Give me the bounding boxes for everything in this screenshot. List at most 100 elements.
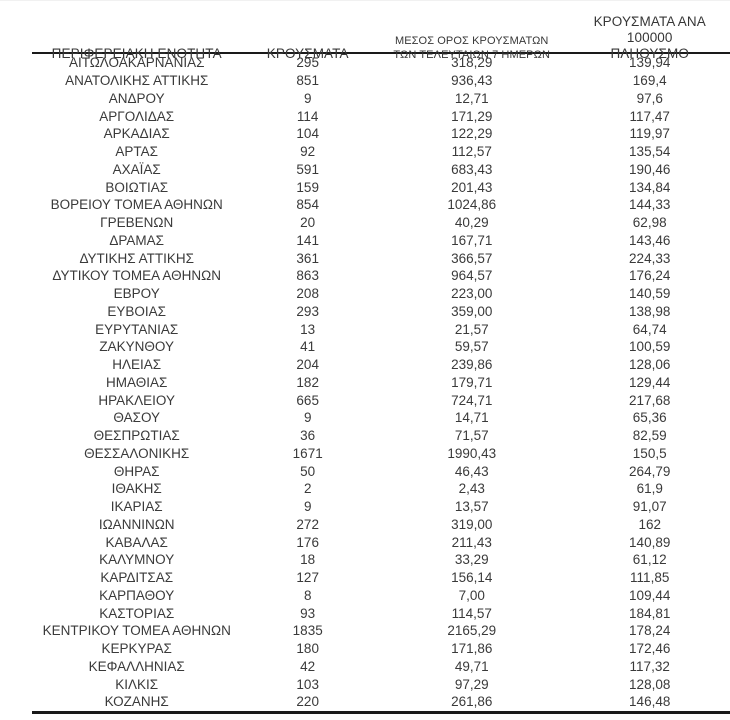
cases-cell: 8 [303, 587, 312, 603]
cases-cell: 42 [300, 658, 316, 674]
per-100k-cell: 119,97 [629, 126, 670, 142]
table-row: ΒΟΙΩΤΙΑΣ 159 201,43 134,84 [32, 178, 730, 196]
cases-cell: 36 [300, 428, 316, 444]
region-name-cell: ΚΙΛΚΙΣ [115, 676, 159, 692]
region-name-cell: ΚΑΡΔΙΤΣΑΣ [100, 570, 174, 586]
header-cases-label: ΚΡΟΥΣΜΑΤΑ [266, 46, 349, 61]
table-row: ΖΑΚΥΝΘΟΥ 41 59,57 100,59 [32, 338, 730, 356]
table-body: ΑΙΤΩΛΟΑΚΑΡΝΑΝΙΑΣ 295 318,29 139,94 ΑΝΑΤΟ… [32, 54, 730, 714]
table-row: ΕΥΒΟΙΑΣ 293 359,00 138,98 [32, 303, 730, 321]
avg-7day-cell: 122,29 [451, 126, 493, 142]
per-100k-cell: 139,94 [629, 55, 671, 71]
header-region: ΠΕΡΙΦΕΡΕΙΑΚΗ ΕΝΟΤΗΤΑ [32, 46, 241, 64]
per-100k-cell: 184,81 [629, 605, 671, 621]
avg-7day-cell: 179,71 [451, 374, 493, 390]
avg-7day-cell: 33,29 [454, 552, 489, 568]
table-row: ΑΡΤΑΣ 92 112,57 135,54 [32, 143, 730, 161]
table-row: ΚΑΡΔΙΤΣΑΣ 127 156,14 111,85 [32, 569, 730, 587]
region-name-cell: ΑΝΔΡΟΥ [108, 90, 165, 106]
table-row: ΒΟΡΕΙΟΥ ΤΟΜΕΑ ΑΘΗΝΩΝ 854 1024,86 144,33 [32, 196, 730, 214]
table-row: ΚΕΝΤΡΙΚΟΥ ΤΟΜΕΑ ΑΘΗΝΩΝ 1835 2165,29 178,… [32, 622, 730, 640]
per-100k-cell: 144,33 [629, 197, 671, 213]
cases-cell: 863 [296, 268, 319, 284]
cases-cell: 272 [296, 516, 319, 532]
avg-7day-cell: 359,00 [451, 303, 493, 319]
cases-cell: 50 [300, 463, 316, 479]
region-name-cell: ΑΡΚΑΔΙΑΣ [103, 126, 170, 142]
cases-cell: 854 [296, 197, 319, 213]
cases-cell: 103 [296, 676, 319, 692]
region-name-cell: ΚΕΝΤΡΙΚΟΥ ΤΟΜΕΑ ΑΘΗΝΩΝ [42, 623, 231, 639]
header-region-label: ΠΕΡΙΦΕΡΕΙΑΚΗ ΕΝΟΤΗΤΑ [51, 46, 222, 61]
region-name-cell: ΕΒΡΟΥ [113, 286, 160, 302]
cases-cell: 208 [296, 286, 319, 302]
per-100k-cell: 172,46 [629, 641, 671, 657]
table-row: ΑΧΑΪΑΣ 591 683,43 190,46 [32, 161, 730, 179]
region-name-cell: ΙΘΑΚΗΣ [111, 481, 162, 497]
per-100k-cell: 138,98 [629, 303, 671, 319]
cases-cell: 295 [296, 55, 319, 71]
cases-cell: 591 [296, 161, 319, 177]
table-row: ΙΘΑΚΗΣ 2 2,43 61,9 [32, 480, 730, 498]
avg-7day-cell: 13,57 [454, 499, 489, 515]
per-100k-cell: 140,89 [629, 534, 671, 550]
cases-cell: 361 [296, 250, 319, 266]
header-avg-7day: ΜΕΣΟΣ ΟΡΟΣ ΚΡΟΥΣΜΑΤΩΝ ΤΩΝ ΤΕΛΕΥΤΑΙΩΝ 7 Η… [374, 35, 569, 64]
per-100k-cell: 224,33 [629, 250, 671, 266]
table-row: ΘΗΡΑΣ 50 46,43 264,79 [32, 462, 730, 480]
avg-7day-cell: 112,57 [451, 144, 492, 160]
cases-cell: 20 [300, 215, 316, 231]
region-name-cell: ΓΡΕΒΕΝΩΝ [100, 215, 174, 231]
region-name-cell: ΕΥΡΥΤΑΝΙΑΣ [95, 321, 179, 337]
cases-cell: 159 [296, 179, 319, 195]
per-100k-cell: 143,46 [629, 232, 671, 248]
per-100k-cell: 128,08 [629, 676, 671, 692]
table-row: ΚΑΛΥΜΝΟΥ 18 33,29 61,12 [32, 551, 730, 569]
per-100k-cell: 109,44 [629, 587, 671, 603]
region-name-cell: ΖΑΚΥΝΘΟΥ [99, 339, 174, 355]
per-100k-cell: 117,47 [629, 108, 670, 124]
cases-cell: 18 [300, 552, 316, 568]
avg-7day-cell: 239,86 [451, 357, 493, 373]
table-row: ΕΥΡΥΤΑΝΙΑΣ 13 21,57 64,74 [32, 320, 730, 338]
table-row: ΔΡΑΜΑΣ 141 167,71 143,46 [32, 232, 730, 250]
avg-7day-cell: 683,43 [451, 161, 493, 177]
table-row: ΚΑΡΠΑΘΟΥ 8 7,00 109,44 [32, 587, 730, 605]
cases-cell: 182 [296, 374, 319, 390]
per-100k-cell: 64,74 [632, 321, 667, 337]
per-100k-cell: 128,06 [629, 357, 671, 373]
per-100k-cell: 134,84 [629, 179, 671, 195]
cases-cell: 13 [300, 321, 316, 337]
table-row: ΘΕΣΣΑΛΟΝΙΚΗΣ 1671 1990,43 150,5 [32, 445, 730, 463]
avg-7day-cell: 366,57 [451, 250, 493, 266]
table-row: ΑΝΑΤΟΛΙΚΗΣ ΑΤΤΙΚΗΣ 851 936,43 169,4 [32, 72, 730, 90]
header-avg-7day-line1: ΜΕΣΟΣ ΟΡΟΣ ΚΡΟΥΣΜΑΤΩΝ [394, 35, 549, 47]
avg-7day-cell: 71,57 [454, 428, 489, 444]
cases-cell: 9 [303, 499, 312, 515]
table-header-row: ΠΕΡΙΦΕΡΕΙΑΚΗ ΕΝΟΤΗΤΑ ΚΡΟΥΣΜΑΤΑ ΜΕΣΟΣ ΟΡΟ… [32, 14, 730, 61]
per-100k-cell: 217,68 [629, 392, 671, 408]
per-100k-cell: 100,59 [629, 339, 671, 355]
table-row: ΚΑΒΑΛΑΣ 176 211,43 140,89 [32, 533, 730, 551]
region-name-cell: ΚΑΣΤΟΡΙΑΣ [99, 605, 175, 621]
avg-7day-cell: 2,43 [458, 481, 485, 497]
region-name-cell: ΚΑΛΥΜΝΟΥ [99, 552, 175, 568]
avg-7day-cell: 167,71 [451, 232, 493, 248]
avg-7day-cell: 211,43 [451, 534, 492, 550]
header-avg-7day-line2: ΤΩΝ ΤΕΛΕΥΤΑΙΩΝ 7 ΗΜΕΡΩΝ [393, 48, 550, 61]
avg-7day-cell: 114,57 [451, 605, 492, 621]
avg-7day-cell: 318,29 [451, 55, 493, 71]
per-100k-cell: 61,9 [636, 481, 663, 497]
region-name-cell: ΕΥΒΟΙΑΣ [107, 303, 166, 319]
per-100k-cell: 162 [638, 516, 661, 532]
avg-7day-cell: 2165,29 [447, 623, 497, 639]
per-100k-cell: 111,85 [630, 570, 670, 586]
per-100k-cell: 117,32 [629, 658, 670, 674]
region-name-cell: ΔΡΑΜΑΣ [109, 232, 164, 248]
region-name-cell: ΚΟΖΑΝΗΣ [104, 694, 169, 710]
region-name-cell: ΚΑΡΠΑΘΟΥ [99, 587, 175, 603]
per-100k-cell: 97,6 [636, 90, 663, 106]
cases-cell: 1671 [292, 445, 323, 461]
avg-7day-cell: 7,00 [458, 587, 485, 603]
